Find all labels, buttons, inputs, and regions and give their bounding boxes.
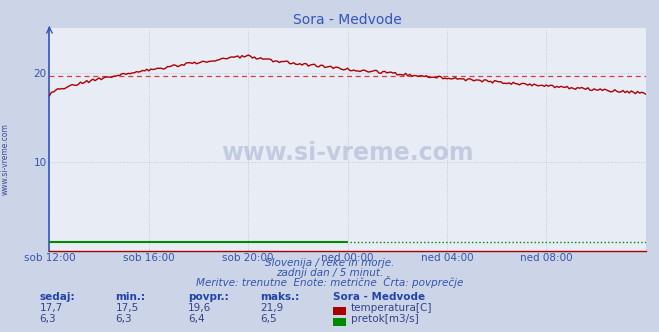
Text: maks.:: maks.: xyxy=(260,292,300,302)
Text: www.si-vreme.com: www.si-vreme.com xyxy=(221,141,474,165)
Text: 21,9: 21,9 xyxy=(260,303,283,313)
Text: 6,3: 6,3 xyxy=(115,314,132,324)
Title: Sora - Medvode: Sora - Medvode xyxy=(293,13,402,27)
Text: 17,5: 17,5 xyxy=(115,303,138,313)
Text: 17,7: 17,7 xyxy=(40,303,63,313)
Text: Slovenija / reke in morje.: Slovenija / reke in morje. xyxy=(265,258,394,268)
Text: Meritve: trenutne  Enote: metrične  Črta: povprečje: Meritve: trenutne Enote: metrične Črta: … xyxy=(196,276,463,288)
Text: 6,4: 6,4 xyxy=(188,314,204,324)
Text: zadnji dan / 5 minut.: zadnji dan / 5 minut. xyxy=(276,268,383,278)
Text: www.si-vreme.com: www.si-vreme.com xyxy=(1,124,10,195)
Text: 19,6: 19,6 xyxy=(188,303,211,313)
Text: min.:: min.: xyxy=(115,292,146,302)
Text: temperatura[C]: temperatura[C] xyxy=(351,303,432,313)
Text: povpr.:: povpr.: xyxy=(188,292,229,302)
Text: 6,5: 6,5 xyxy=(260,314,277,324)
Text: pretok[m3/s]: pretok[m3/s] xyxy=(351,314,418,324)
Text: 6,3: 6,3 xyxy=(40,314,56,324)
Text: sedaj:: sedaj: xyxy=(40,292,75,302)
Text: Sora - Medvode: Sora - Medvode xyxy=(333,292,425,302)
